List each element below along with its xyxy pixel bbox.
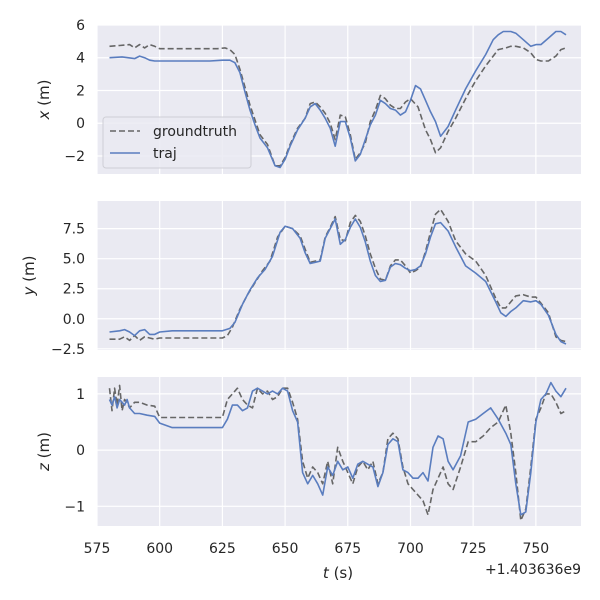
series-traj bbox=[109, 30, 567, 169]
y-tick-label: 0 bbox=[76, 116, 85, 132]
series-traj bbox=[109, 218, 567, 345]
y-tick-label: 0 bbox=[76, 443, 85, 459]
legend-label-groundtruth: groundtruth bbox=[153, 124, 237, 140]
y-axis-label-var: y bbox=[20, 285, 38, 296]
panel-z: −1 0 1 z (m) 575 600 625 650 675 700 725 750 t (s) +1… bbox=[35, 377, 581, 582]
x-tick-label: 750 bbox=[522, 541, 549, 557]
y-tick-label: 0.0 bbox=[63, 312, 85, 328]
x-offset-text: +1.403636e9 bbox=[485, 562, 581, 578]
y-tick-label: −2 bbox=[64, 149, 85, 165]
y-tick-label: 5.0 bbox=[63, 252, 85, 268]
y-tick-label: −1 bbox=[64, 499, 85, 515]
series-groundtruth bbox=[108, 384, 567, 522]
x-axis-label-unit: (s) bbox=[329, 564, 353, 582]
x-tick-label: 700 bbox=[397, 541, 424, 557]
y-axis-label-unit: (m) bbox=[35, 80, 53, 111]
y-axis-label-var: z bbox=[35, 462, 53, 472]
y-axis-label-unit: (m) bbox=[35, 432, 53, 463]
y-axis-label: y (m) bbox=[20, 256, 38, 297]
series-groundtruth bbox=[109, 43, 567, 167]
y-tick-label: 1 bbox=[76, 387, 85, 403]
y-tick-label: 2 bbox=[76, 83, 85, 99]
y-axis-label: z (m) bbox=[35, 432, 53, 472]
panel-y: −2.5 0.0 2.5 5.0 7.5 y (m) bbox=[20, 201, 581, 358]
x-axis-label-var: t bbox=[323, 564, 330, 582]
y-tick-label: −2.5 bbox=[51, 342, 85, 358]
legend-box bbox=[102, 116, 252, 169]
series-traj bbox=[108, 381, 567, 516]
y-tick-label: 6 bbox=[76, 18, 85, 34]
x-tick-label: 575 bbox=[84, 541, 111, 557]
y-tick-label: 7.5 bbox=[63, 222, 85, 238]
x-tick-label: 725 bbox=[460, 541, 487, 557]
y-tick-label: 4 bbox=[76, 51, 85, 67]
y-axis-label-unit: (m) bbox=[20, 256, 38, 287]
legend-label-traj: traj bbox=[153, 146, 177, 162]
panel-x: −2 0 2 4 6 x (m) groundtruth traj bbox=[35, 18, 581, 174]
plot-area bbox=[97, 201, 581, 350]
y-tick-label: 2.5 bbox=[63, 282, 85, 298]
x-tick-label: 675 bbox=[334, 541, 361, 557]
series-groundtruth bbox=[109, 208, 567, 343]
x-tick-label: 650 bbox=[272, 541, 299, 557]
x-tick-label: 625 bbox=[209, 541, 236, 557]
y-axis-label-var: x bbox=[35, 110, 53, 120]
legend: groundtruth traj bbox=[102, 116, 252, 169]
x-tick-label: 600 bbox=[146, 541, 173, 557]
x-axis-label: t (s) bbox=[323, 564, 353, 582]
y-axis-label: x (m) bbox=[35, 80, 53, 121]
